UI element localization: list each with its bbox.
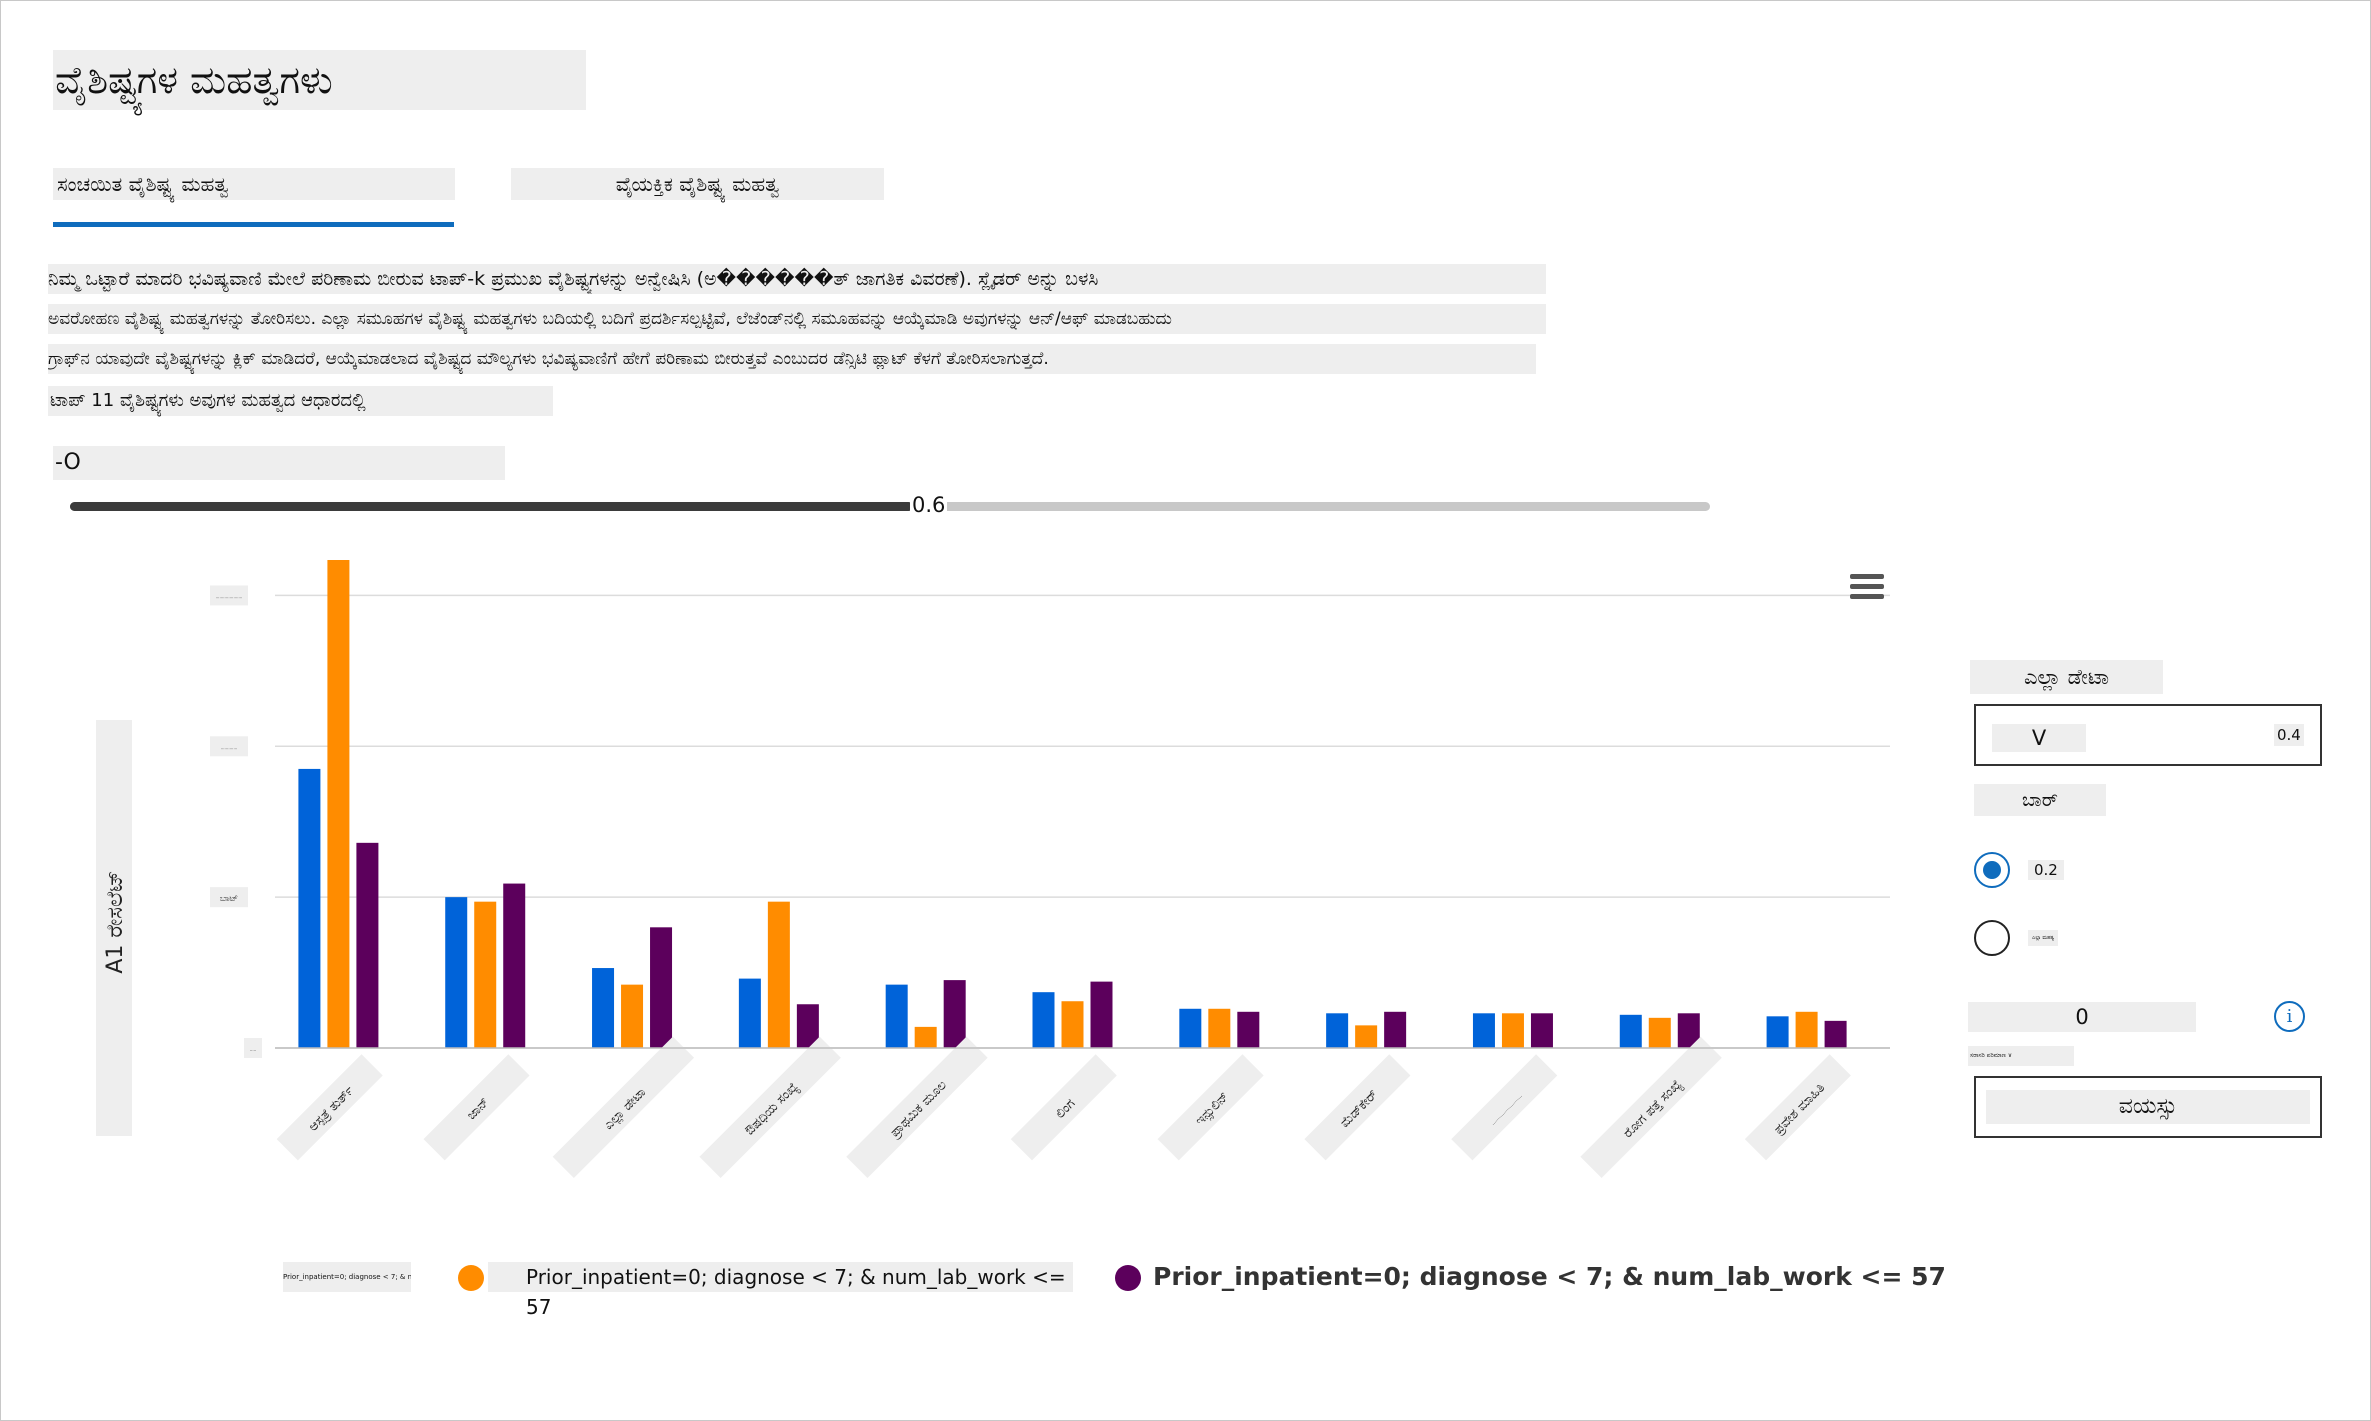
- bar: [327, 560, 350, 1048]
- radio-option-1-label: 0.2: [2028, 860, 2064, 880]
- bar: [650, 927, 673, 1048]
- x-tick-box: [699, 1036, 841, 1179]
- bar: [1677, 1013, 1700, 1048]
- x-tick-box: [1451, 1054, 1558, 1161]
- dataset-dropdown-value[interactable]: V: [1992, 724, 2086, 752]
- radio-selected-dot: [1983, 861, 2001, 879]
- x-tick-label[interactable]: ಔಷಧಿಯ ಸಂಖ್ಯೆ: [699, 1036, 841, 1179]
- legend-dot-purple[interactable]: [1115, 1265, 1141, 1291]
- x-tick-label[interactable]: ಲಿಂಗ: [1010, 1054, 1117, 1161]
- bar: [943, 980, 966, 1048]
- bar: [1032, 992, 1055, 1048]
- x-tick-label[interactable]: ಇನ್ಸುಲಿನ್: [1157, 1054, 1264, 1161]
- bar: [1648, 1017, 1671, 1048]
- y-tick-box: [210, 887, 248, 908]
- feature-dropdown[interactable]: [1974, 1076, 2322, 1138]
- bar: [767, 901, 790, 1048]
- x-tick-label[interactable]: ಮೆಡ್‌ಕೇರ್: [1304, 1054, 1411, 1161]
- active-tab-indicator: [53, 222, 454, 227]
- x-tick-box: [423, 1054, 530, 1161]
- bar: [1824, 1020, 1847, 1048]
- bar: [445, 897, 468, 1048]
- aggregation-select[interactable]: ಸರಾಸರಿ ಪರಿಮಾಣ ∨: [1968, 1046, 2074, 1066]
- bar: [1208, 1008, 1231, 1048]
- radio-option-2-label: ಎಲ್ಲಾ ಮಹತ್ವ: [2028, 930, 2059, 946]
- y-axis-label: A1 ರೇಸಲೆಟ್: [103, 870, 128, 973]
- legend-dot-orange[interactable]: [458, 1265, 484, 1291]
- description-line: ನಿಮ್ಮ ಒಟ್ಟಾರೆ ಮಾದರಿ ಭವಿಷ್ಯವಾಣಿ ಮೇಲೆ ಪರಿಣ…: [48, 264, 1546, 294]
- y-tick-box: [210, 736, 248, 757]
- topk-slider-fill: [70, 502, 913, 511]
- y-tick-box: [244, 1038, 262, 1058]
- bar: [592, 968, 615, 1048]
- bar: [503, 883, 526, 1048]
- bar: [1384, 1011, 1407, 1048]
- chart-menu-icon[interactable]: [1850, 574, 1884, 604]
- y-axis-label-box: [96, 720, 132, 1136]
- x-tick-box: [1580, 1036, 1722, 1179]
- chart-type-label: ಬಾರ್: [1974, 784, 2106, 816]
- dataset-dropdown-number: 0.4: [2274, 724, 2304, 746]
- bar: [1355, 1025, 1378, 1048]
- description-line: ಅವರೋಹಣ ವೈಶಿಷ್ಟ್ಯ ಮಹತ್ವಗಳನ್ನು ತೋರಿಸಲು. ಎಲ…: [48, 304, 1546, 334]
- bar: [356, 842, 379, 1048]
- bar: [885, 984, 908, 1048]
- bar: [474, 901, 497, 1048]
- description-line: ಗ್ರಾಫ್‌ನ ಯಾವುದೇ ವೈಶಿಷ್ಟ್ಯಗಳನ್ನು ಕ್ಲಿಕ್ ಮ…: [48, 344, 1536, 374]
- y-tick-label: ·············: [221, 746, 238, 751]
- x-tick-box: [1304, 1054, 1411, 1161]
- legend-item-cohort-2[interactable]: Prior_inpatient=0; diagnose < 7; & num_l…: [488, 1262, 1073, 1319]
- x-tick-box: [1010, 1054, 1117, 1161]
- x-tick-box: [1157, 1054, 1264, 1161]
- bar: [738, 978, 761, 1048]
- x-tick-label[interactable]: ··························: [1451, 1054, 1558, 1161]
- y-tick-label: ·····················: [216, 595, 243, 600]
- feature-dropdown-value[interactable]: ವಯಸ್ಸು: [1986, 1090, 2310, 1124]
- y-tick-box: [210, 585, 248, 606]
- bar: [796, 1004, 819, 1048]
- bar: [1530, 1013, 1553, 1048]
- legend-item-cohort-3[interactable]: Prior_inpatient=0; diagnose < 7; & num_l…: [1153, 1262, 1946, 1291]
- topk-slider-thumb[interactable]: 0.6: [910, 490, 948, 520]
- bar: [914, 1026, 937, 1048]
- y-tick-label: ·····: [250, 1048, 256, 1053]
- x-tick-box: [276, 1054, 383, 1161]
- x-tick-label[interactable]: ಪ್ರಾಥಮಿಕ ಮೂಲ: [846, 1036, 988, 1179]
- dataset-label: ಎಲ್ಲಾ ಡೇಟಾ: [1970, 660, 2163, 694]
- x-tick-box: [846, 1036, 988, 1179]
- tab-aggregate-importance[interactable]: ಸಂಚಯಿತ ವೈಶಿಷ್ಟ್ಯ ಮಹತ್ವ: [53, 168, 455, 200]
- bar: [1179, 1008, 1202, 1048]
- bar: [1795, 1011, 1818, 1048]
- x-tick-label[interactable]: ಎಲ್ಲಾ ಡೇಟಾ: [552, 1036, 695, 1179]
- bar: [298, 768, 321, 1048]
- topk-label: ಟಾಪ್ 11 ವೈಶಿಷ್ಟ್ಯಗಳು ಅವುಗಳ ಮಹತ್ವದ ಆಧಾರದಲ…: [48, 386, 553, 416]
- slider-value-box: -O: [53, 446, 505, 480]
- radio-option-1[interactable]: [1974, 852, 2010, 888]
- bar: [1472, 1013, 1495, 1048]
- value-display: 0: [1968, 1002, 2196, 1032]
- bar: [1237, 1011, 1260, 1048]
- info-icon[interactable]: i: [2274, 1001, 2305, 1032]
- bar: [1501, 1013, 1524, 1048]
- x-tick-label[interactable]: ರೋಗ ಪತ್ತೆ ಸಂಖ್ಯೆ: [1580, 1036, 1722, 1179]
- x-tick-label[interactable]: ಪ್ರವೇಶ ಮಾಹಿತಿ: [1744, 1054, 1851, 1161]
- legend-item-cohort-1[interactable]: Prior_inpatient=0; diagnose < 7; & num_l…: [283, 1262, 411, 1292]
- bar: [1766, 1016, 1789, 1048]
- feature-importance-chart: ··································ಬಾಟ್··…: [103, 560, 1890, 1179]
- x-tick-label[interactable]: ಆಸ್ಪತ್ರೆ ತುರ್ತ್: [276, 1054, 383, 1161]
- y-tick-label: ಬಾಟ್: [220, 894, 238, 904]
- dataset-dropdown[interactable]: [1974, 704, 2322, 766]
- x-tick-label[interactable]: ಜಾನ್: [423, 1054, 530, 1161]
- bar: [1326, 1013, 1349, 1048]
- radio-option-2[interactable]: [1974, 920, 2010, 956]
- x-tick-box: [552, 1036, 695, 1179]
- bar: [621, 984, 644, 1048]
- x-tick-box: [1744, 1054, 1851, 1161]
- tab-individual-importance[interactable]: ವೈಯಕ್ತಿಕ ವೈಶಿಷ್ಟ್ಯ ಮಹತ್ವ: [511, 168, 884, 200]
- page-title: ವೈಶಿಷ್ಟ್ಯಗಳ ಮಹತ್ವಗಳು: [53, 50, 586, 110]
- bar: [1090, 981, 1113, 1048]
- bar: [1619, 1014, 1642, 1048]
- bar: [1061, 1001, 1084, 1048]
